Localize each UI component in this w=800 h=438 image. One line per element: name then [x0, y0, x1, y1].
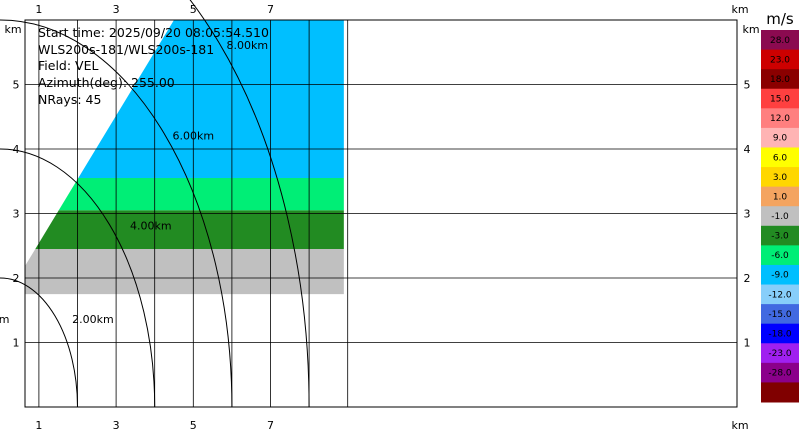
info-box: Start time: 2025/09/20 08:05:54.510 WLS2… — [38, 25, 269, 107]
colorbar-label: 12.0 — [770, 114, 790, 124]
range-ring-label: 6.00km — [173, 129, 215, 142]
colorbar-segment — [761, 225, 799, 246]
y-tick-label-right: 1 — [744, 337, 751, 350]
x-tick-label-bottom: 7 — [267, 419, 274, 432]
x-tick-label-bottom: 5 — [190, 419, 197, 432]
nrays-label: NRays: 45 — [38, 92, 101, 107]
axis-unit-label: km — [731, 419, 748, 432]
colorbar-segment — [761, 127, 799, 148]
range-ring — [0, 148, 156, 408]
y-tick-label-left: 1 — [13, 337, 20, 350]
x-tick-label-bottom: 1 — [35, 419, 42, 432]
colorbar-label: 3.0 — [773, 173, 788, 183]
colorbar-label: 28.0 — [770, 36, 790, 46]
colorbar-segment — [761, 167, 799, 188]
colorbar-segment — [761, 245, 799, 266]
range-ring-label: 2.00km — [72, 313, 114, 326]
range-ring-label: 2.00km — [0, 313, 10, 326]
colorbar-label: -3.0 — [771, 232, 789, 242]
velocity-field — [25, 20, 344, 295]
x-tick-label-bottom: 3 — [113, 419, 120, 432]
colorbar-label: -9.0 — [771, 271, 789, 281]
y-tick-label-right: 2 — [744, 272, 751, 285]
axis-unit-label: km — [742, 23, 759, 36]
site-label: WLS200s-181/WLS200s-181 — [38, 42, 214, 57]
colorbar-segment — [761, 343, 799, 364]
y-tick-label-right: 3 — [744, 208, 751, 221]
colorbar-label: -28.0 — [768, 369, 792, 379]
colorbar-segment — [761, 362, 799, 383]
axes: -7-7-5-5-3-3-1-1113355771122334455kmkmkm… — [4, 3, 759, 432]
colorbar-label: 6.0 — [773, 153, 788, 163]
colorbar-segment — [761, 49, 799, 70]
y-tick-label-left: 3 — [13, 208, 20, 221]
colorbar-segment — [761, 108, 799, 129]
colorbar-segment — [761, 88, 799, 109]
axis-unit-label: km — [4, 23, 21, 36]
colorbar-label: 9.0 — [773, 134, 788, 144]
colorbar-segment — [761, 264, 799, 286]
range-ring-label: 8.00km — [227, 39, 269, 52]
colorbar-label: -12.0 — [768, 290, 792, 300]
y-tick-label-right: 5 — [744, 79, 751, 92]
velocity-band — [35, 210, 344, 249]
colorbar-segment — [761, 304, 799, 325]
colorbar-segment — [761, 284, 799, 305]
colorbar-label: -1.0 — [771, 212, 789, 222]
range-ring-label: 4.00km — [130, 220, 172, 233]
x-tick-label-top: 1 — [35, 3, 42, 16]
colorbar-segment — [761, 147, 799, 168]
colorbar-label: -18.0 — [768, 329, 792, 339]
azimuth-label: Azimuth(deg): 255.00 — [38, 75, 175, 90]
colorbar-segment — [761, 69, 799, 90]
velocity-band — [25, 278, 344, 295]
field-label: Field: VEL — [38, 58, 98, 73]
y-tick-label-left: 2 — [13, 272, 20, 285]
colorbar-unit: m/s — [766, 10, 794, 28]
colorbar-label: 18.0 — [770, 75, 790, 85]
colorbar-label: 23.0 — [770, 55, 790, 65]
x-tick-label-top: 3 — [113, 3, 120, 16]
velocity-band — [58, 178, 344, 211]
plot-frame — [24, 19, 738, 408]
colorbar-label: -23.0 — [768, 349, 792, 359]
range-ring — [0, 19, 233, 408]
range-rings: 2.00km2.00km4.00km4.00km6.00km6.00km8.00… — [0, 0, 310, 408]
colorbar-label: -15.0 — [768, 310, 792, 320]
colorbar-segment — [761, 186, 799, 207]
colorbar-segment — [761, 323, 799, 344]
start-time-label: Start time: 2025/09/20 08:05:54.510 — [38, 25, 269, 40]
range-ring — [0, 277, 78, 408]
colorbar: m/s 28.0 23.0 18.0 15.0 12.0 9.0 6.0 3.0 1.0 -1.0… — [761, 10, 799, 403]
colorbar-segment — [761, 30, 799, 51]
colorbar-label: 1.0 — [773, 192, 788, 202]
y-tick-label-left: 4 — [13, 143, 20, 156]
x-tick-label-top: 7 — [267, 3, 274, 16]
colorbar-segment — [761, 206, 799, 227]
axis-unit-label: km — [731, 3, 748, 16]
velocity-band — [25, 248, 344, 278]
colorbar-label: 15.0 — [770, 95, 790, 105]
y-tick-label-left: 5 — [13, 79, 20, 92]
grid — [25, 20, 737, 407]
y-tick-label-right: 4 — [744, 143, 751, 156]
velocity-band — [78, 20, 344, 179]
x-tick-label-top: 5 — [190, 3, 197, 16]
colorbar-label: -6.0 — [771, 251, 789, 261]
range-ring — [189, 0, 310, 408]
colorbar-segment — [761, 382, 799, 403]
